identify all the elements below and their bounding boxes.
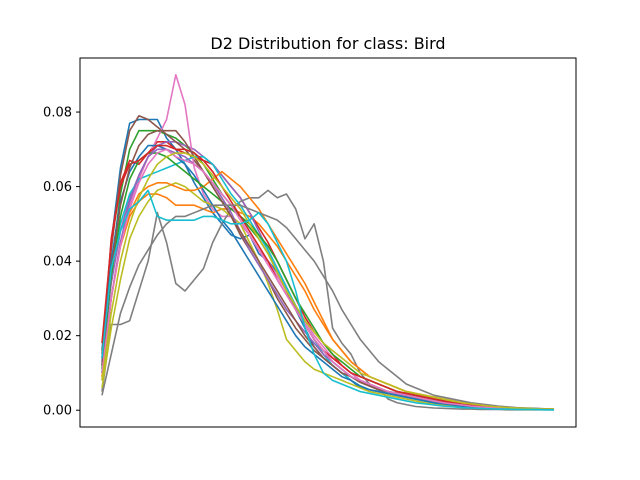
y-tick-label: 0.02 [43, 329, 72, 344]
y-tick-label: 0.04 [43, 255, 72, 270]
plot-frame [79, 57, 577, 428]
y-tick-label: 0.00 [43, 404, 72, 419]
series-line-8 [101, 189, 554, 411]
series-line-20 [101, 189, 554, 411]
series-line-18 [101, 204, 555, 410]
y-tick-label: 0.08 [43, 106, 72, 121]
series-layer [101, 73, 555, 411]
y-axis: 0.00 0.02 0.04 0.06 0.08 [43, 106, 80, 419]
chart-title: D2 Distribution for class: Bird [210, 34, 445, 53]
series-line-19 [101, 152, 554, 410]
series-line-17 [101, 148, 554, 411]
series-line-14 [101, 144, 555, 411]
y-tick-label: 0.06 [43, 180, 72, 195]
